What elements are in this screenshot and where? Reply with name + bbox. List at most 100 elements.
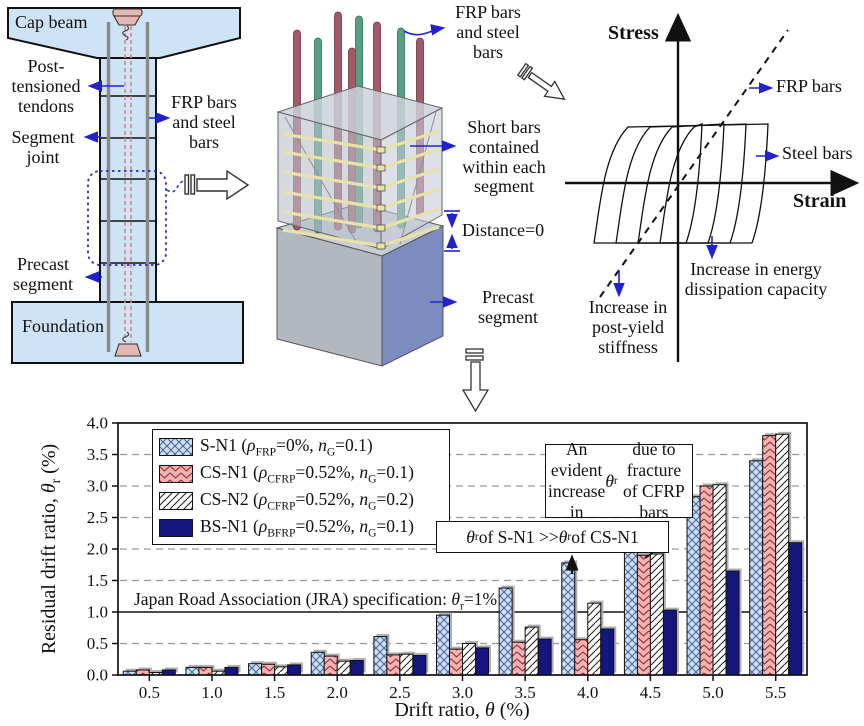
y-tick-label: 0.0: [87, 666, 108, 685]
bar-S-N1-4.5: [623, 531, 638, 676]
flow-arrow-right-icon: [184, 169, 250, 201]
bar-CS-N1-1.0: [198, 666, 213, 676]
y-tick-label: 2.5: [87, 508, 108, 527]
jra-reference-label: Japan Road Association (JRA) specificati…: [134, 589, 498, 613]
bar-BS-N1-3.0: [475, 647, 489, 676]
y-axis-title: Residual drift ratio, θr (%): [38, 443, 63, 655]
distance-zero-arrows: [444, 210, 460, 252]
bar-BS-N1-5.5: [788, 542, 803, 676]
bottom-anchor: [114, 331, 142, 357]
bar-BS-N1-3.5: [537, 638, 552, 676]
residual-drift-bar-chart: 0.0 0.5 1.0 1.5 2.0 2.5 3.0 3.5 4.0 0.5 1.0 1.5 2.0 2…: [87, 414, 808, 702]
cap-beam-shape: [7, 7, 241, 59]
bar-shadow: [214, 668, 228, 673]
post-tensioned-tendons-label: Post- tensioned tendons: [11, 56, 81, 116]
stress-strain-label-arrows: [613, 82, 780, 298]
bar-CS-N1-3.5: [511, 641, 526, 676]
bar-S-N1-1.5: [248, 663, 263, 676]
x-tick-label: 4.0: [577, 683, 598, 702]
x-tick-label: 4.5: [640, 683, 661, 702]
strain-axis-label: Strain: [793, 190, 847, 212]
x-tick-label: 1.5: [264, 683, 285, 702]
bar-BS-N1-1.5: [287, 664, 302, 676]
frp-steel-bars-label: FRP bars and steel bars: [171, 92, 237, 152]
chart-legend: S-N1 (ρFRP=0%, nG=0.1) CS-N1 (ρCFRP=0.52…: [152, 429, 450, 545]
bar-CS-N2-4.0: [587, 602, 602, 676]
bar-CS-N2-5.0: [712, 484, 727, 676]
bar-S-N1-5.5: [749, 460, 764, 676]
steel-bars-curve-label: Steel bars: [782, 143, 853, 163]
legend-swatch-s-n1: [159, 437, 193, 456]
y-tick-label: 4.0: [87, 414, 108, 433]
bar-CS-N2-2.5: [399, 653, 414, 676]
precast-segment-3d-label: Precast segment: [478, 287, 538, 327]
x-tick-label: 2.5: [389, 683, 410, 702]
bar-S-N1-2.5: [373, 636, 388, 676]
y-tick-label: 3.0: [87, 477, 108, 496]
bar-CS-N2-3.0: [462, 643, 476, 676]
bar-BS-N1-1.0: [224, 666, 239, 676]
legend-item-bs-n1: BS-N1 (ρBFRP=0.52%, nG=0.1): [159, 516, 443, 539]
stress-strain-diagram: [565, 12, 860, 362]
x-tick-label: 3.0: [452, 683, 473, 702]
bar-CS-N2-1.5: [274, 666, 289, 676]
bar-BS-N1-4.5: [662, 609, 677, 676]
bar-CS-N2-2.0: [336, 660, 351, 676]
frp-steel-bars-3d-label: FRP bars and steel bars: [455, 2, 521, 62]
legend-item-cs-n2: CS-N2 (ρCFRP=0.52%, nG=0.2): [159, 488, 443, 513]
short-bars-label: Short bars contained within each segment: [462, 117, 546, 197]
legend-label-s-n1: S-N1 (ρFRP=0%, nG=0.1): [200, 434, 373, 459]
x-tick-label: 3.5: [515, 683, 536, 702]
bar-CS-N1-2.5: [386, 654, 401, 676]
legend-item-cs-n1: CS-N1 (ρCFRP=0.52%, nG=0.1): [159, 461, 443, 486]
post-yield-stiffness-label: Increase in post-yield stiffness: [588, 297, 668, 357]
bar-CS-N2-4.5: [649, 553, 664, 676]
legend-label-cs-n2: CS-N2 (ρCFRP=0.52%, nG=0.2): [200, 488, 414, 513]
bar-BS-N1-2.0: [349, 660, 364, 676]
bar-S-N1-5.0: [686, 496, 701, 676]
bar-BS-N1-2.5: [412, 654, 427, 676]
bar-CS-N1-4.0: [574, 639, 589, 676]
energy-dissipation-label: Increase in energy dissipation capacity: [684, 259, 828, 299]
highlight-leader: [166, 179, 187, 193]
distance-zero-label: Distance=0: [462, 220, 545, 240]
frp-bars-curve-label: FRP bars: [776, 76, 842, 96]
precast-segment-label: Precast segment: [13, 254, 73, 294]
bar-S-N1-3.0: [436, 614, 450, 676]
segmental-column-diagram: [7, 7, 250, 364]
bar-CS-N1-5.0: [699, 485, 714, 676]
segment-joint-label: Segment joint: [11, 127, 75, 167]
bar-BS-N1-4.0: [600, 628, 615, 676]
bar-CS-N1-1.5: [261, 663, 276, 676]
bar-CS-N1-3.0: [449, 648, 463, 676]
segment-3d-diagram: [275, 11, 566, 413]
y-tick-label: 1.0: [87, 603, 108, 622]
bar-CS-N1-5.5: [762, 435, 777, 676]
cap-beam-label: Cap beam: [15, 12, 88, 32]
bar-CS-N2-5.5: [775, 433, 790, 676]
x-tick-label: 2.0: [327, 683, 348, 702]
stress-axis-label: Stress: [608, 22, 659, 44]
flow-arrow-diagonal-icon: [516, 62, 566, 101]
bar-S-N1-2.0: [310, 651, 325, 676]
legend-swatch-cs-n1: [159, 464, 193, 483]
legend-item-s-n1: S-N1 (ρFRP=0%, nG=0.1): [159, 434, 443, 459]
bar-S-N1-1.0: [185, 666, 200, 676]
y-tick-label: 1.5: [87, 571, 108, 590]
y-tick-label: 3.5: [87, 445, 108, 464]
y-tick-label: 0.5: [87, 634, 108, 653]
flow-arrow-down-icon: [461, 348, 490, 413]
x-tick-label: 0.5: [139, 683, 160, 702]
bar-CS-N1-2.0: [323, 655, 338, 676]
x-tick-label: 5.5: [765, 683, 786, 702]
bar-BS-N1-5.0: [725, 570, 740, 676]
segment-label-arrows: [403, 24, 458, 308]
legend-label-cs-n1: CS-N1 (ρCFRP=0.52%, nG=0.1): [200, 461, 414, 486]
column-bars: [106, 22, 150, 352]
bar-shadow: [125, 668, 139, 673]
bar-CS-N1-4.5: [636, 554, 651, 676]
bar-CS-N2-3.5: [524, 626, 539, 676]
segment-highlight-box: [87, 170, 167, 266]
